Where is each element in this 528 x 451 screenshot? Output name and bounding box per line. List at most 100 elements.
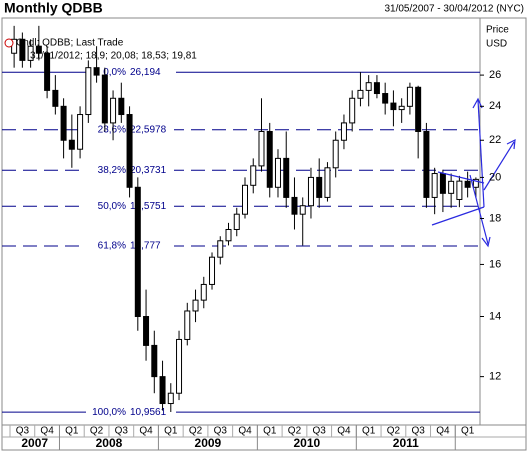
x-tick-label: Q2 — [90, 426, 104, 437]
candle-body — [35, 45, 42, 54]
candle-body — [258, 130, 265, 167]
x-tick-label: Q1 — [461, 426, 475, 437]
candle-body — [233, 213, 240, 230]
candle-body — [77, 114, 84, 150]
year-label: 2010 — [293, 436, 320, 450]
year-label: 2007 — [21, 436, 48, 450]
arrow-head — [481, 236, 491, 248]
candle-body — [110, 97, 117, 124]
candle-body — [85, 67, 92, 116]
candle-body — [332, 139, 339, 169]
legend: Cndl; QDBB; Last Trade 31/01/2012; 18,9;… — [4, 38, 197, 62]
fib-value: 18,5751 — [130, 201, 167, 212]
candle-body — [464, 180, 471, 188]
candle-body — [472, 178, 479, 188]
candle-body — [382, 93, 389, 104]
candle-body — [93, 67, 100, 76]
x-tick-label: Q4 — [40, 426, 54, 437]
candle-body — [118, 97, 125, 116]
y-tick-label: 26 — [489, 69, 501, 81]
x-tick-label: Q2 — [387, 426, 401, 437]
x-tick-label: Q4 — [238, 426, 252, 437]
fib-percent: 38,2% — [98, 165, 126, 176]
candle-body — [448, 180, 455, 194]
trend-line — [437, 171, 485, 184]
candle-body — [242, 184, 248, 215]
candle-body — [126, 114, 133, 188]
candle-body — [316, 176, 323, 198]
y-tick-label: 14 — [489, 310, 501, 322]
x-tick-label: Q2 — [189, 426, 203, 437]
fib-label-bg — [86, 406, 176, 419]
legend-entry: Cndl; QDBB; Last Trade — [16, 38, 124, 49]
candle-body — [415, 86, 422, 132]
fib-value: 16,777 — [130, 241, 161, 252]
x-tick-label: Q3 — [313, 426, 327, 437]
x-tick-label: Q1 — [263, 426, 277, 437]
x-tick-label: Q1 — [362, 426, 376, 437]
fib-value: 20,3731 — [130, 165, 167, 176]
arrow-head — [472, 97, 483, 109]
y-tick-label: 18 — [489, 212, 501, 224]
candle-body — [365, 82, 372, 91]
y-axis-unit: USD — [486, 39, 507, 50]
year-label: 2008 — [96, 436, 123, 450]
candle-body — [349, 97, 356, 124]
candle-body — [390, 102, 397, 111]
candle-body — [167, 392, 174, 405]
candle-body — [340, 122, 347, 141]
candle-body — [307, 176, 314, 207]
fib-label-bg — [86, 66, 176, 79]
fib-percent: 23,6% — [98, 124, 126, 135]
candle-body — [291, 196, 298, 215]
candle-body — [398, 105, 405, 111]
candle-body — [159, 376, 166, 405]
fib-value: 10,9561 — [130, 407, 167, 418]
x-tick-label: Q2 — [288, 426, 302, 437]
candle-body — [44, 52, 51, 91]
legend-icon — [4, 38, 14, 48]
y-tick-label: 24 — [489, 100, 501, 112]
x-tick-label: Q1 — [164, 426, 178, 437]
x-tick-label: Q3 — [16, 426, 30, 437]
x-tick-label: Q3 — [411, 426, 425, 437]
candle-body — [283, 157, 290, 198]
y-axis-label: Price — [486, 25, 509, 36]
candle-body — [217, 240, 224, 258]
candle-body — [431, 173, 438, 198]
candle-body — [456, 180, 463, 200]
candle-body — [439, 173, 446, 194]
chart-subtitle: 31/05/2007 - 30/04/2012 (NYC) — [384, 4, 524, 15]
fib-label-bg — [86, 239, 174, 252]
fib-percent: 100,0% — [92, 407, 126, 418]
candle-body — [406, 86, 413, 107]
trend-line — [431, 206, 485, 226]
arrow — [483, 141, 515, 191]
candle-body — [19, 38, 26, 61]
arrow-head — [506, 138, 516, 150]
candle-body — [373, 82, 380, 95]
y-tick-label: 12 — [489, 371, 501, 383]
fib-value: 26,194 — [130, 67, 161, 78]
fib-label-bg — [86, 200, 174, 213]
candle-body — [68, 139, 75, 150]
y-tick-label: 22 — [489, 134, 501, 146]
x-tick-label: Q4 — [436, 426, 450, 437]
candle-body — [27, 45, 34, 61]
candle-body — [250, 165, 257, 186]
candle-body — [101, 74, 108, 124]
x-tick-label: Q4 — [139, 426, 153, 437]
fib-percent: 61,8% — [98, 241, 126, 252]
candle-body — [324, 167, 331, 198]
x-tick-label: Q3 — [115, 426, 129, 437]
arrow — [477, 99, 485, 208]
candle-body — [200, 283, 207, 301]
candle-body — [423, 130, 430, 198]
fib-percent: 0,0% — [103, 67, 126, 78]
arrow — [469, 174, 489, 245]
candle-body — [209, 256, 216, 285]
trend-annotations — [431, 97, 516, 248]
candle-body — [266, 130, 273, 188]
